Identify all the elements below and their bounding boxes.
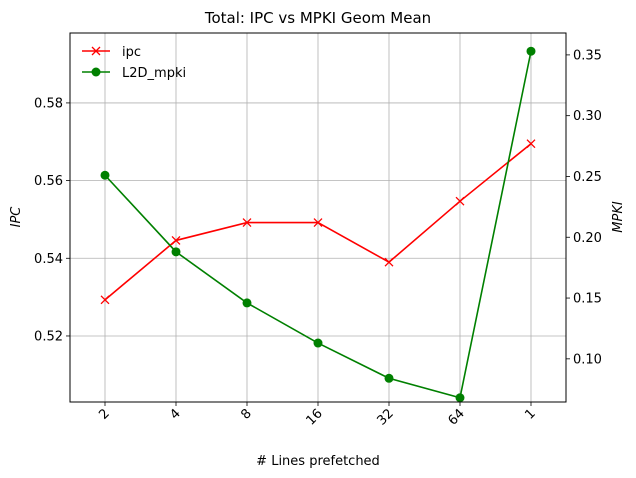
x-tick-label: 2 [96,406,112,422]
x-tick-label: 1 [522,406,538,422]
data-point-l2d-mpki [384,373,394,383]
data-point-l2d-mpki [242,298,252,308]
y-tick-label-right: 0.30 [573,109,602,124]
series-layer [100,46,536,403]
x-tick-label: 8 [238,406,254,422]
data-point-ipc [100,295,110,305]
x-tick-label: 32 [375,406,397,428]
y-axis-label-left: IPC [9,206,24,228]
y-tick-label-right: 0.10 [573,352,602,367]
y-tick-label-left: 0.58 [34,96,63,111]
y-tick-label-left: 0.56 [34,174,63,189]
data-point-ipc [242,218,252,228]
data-point-l2d-mpki [171,247,181,257]
circle-marker-icon [91,67,101,77]
y-tick-label-left: 0.54 [34,252,63,267]
legend-label-ipc: ipc [122,45,141,60]
x-axis-label: # Lines prefetched [256,454,380,469]
y-tick-label-right: 0.25 [573,170,602,185]
legend-entry-ipc: ipc [82,45,141,60]
data-point-l2d-mpki [455,393,465,403]
y-tick-label-left: 0.52 [34,329,63,344]
y-axis-label-right: MPKI [611,201,626,233]
x-tick-label: 16 [304,406,326,428]
data-point-l2d-mpki [100,170,110,180]
x-tick-label: 64 [446,406,468,428]
y-tick-label-right: 0.35 [573,48,602,63]
legend-entry-l2d-mpki: L2D_mpki [82,66,186,81]
data-point-ipc [384,257,394,267]
data-point-ipc [313,218,323,228]
data-point-ipc [171,235,181,245]
data-point-l2d-mpki [526,46,536,56]
y-tick-label-right: 0.15 [573,292,602,307]
chart-title: Total: IPC vs MPKI Geom Mean [204,9,431,27]
legend: ipc L2D_mpki [82,45,186,81]
x-marker-icon [91,46,101,56]
data-point-ipc [526,139,536,149]
data-point-l2d-mpki [313,338,323,348]
y-tick-label-right: 0.20 [573,231,602,246]
grid [70,33,566,402]
legend-label-l2d-mpki: L2D_mpki [122,66,186,81]
x-tick-label: 4 [167,406,183,422]
data-point-ipc [455,196,465,206]
